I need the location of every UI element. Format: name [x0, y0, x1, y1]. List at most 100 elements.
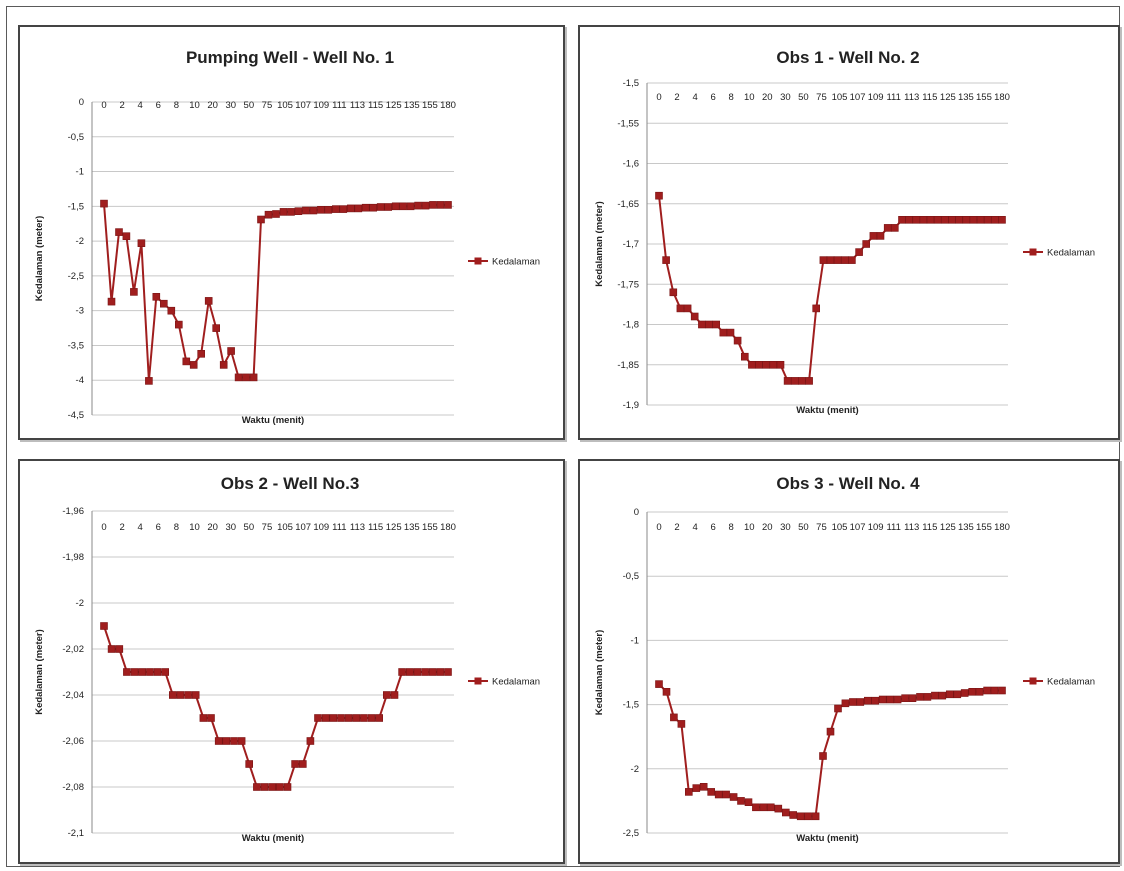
data-point — [138, 668, 146, 676]
data-point — [876, 232, 885, 240]
x-tick-label: 135 — [958, 92, 974, 103]
x-axis-label: Waktu (menit) — [796, 405, 858, 416]
data-point — [214, 737, 223, 745]
y-tick-label: 0 — [79, 97, 84, 108]
chart-title: Obs 2 - Well No.3 — [221, 474, 360, 493]
x-tick-label: 155 — [422, 522, 438, 533]
x-tick-label: 135 — [404, 100, 420, 111]
data-point — [699, 782, 708, 791]
y-tick-label: -1,5 — [623, 700, 639, 711]
data-point — [324, 206, 333, 214]
data-point — [862, 240, 871, 248]
data-point — [748, 360, 756, 369]
data-point — [253, 783, 261, 791]
y-tick-label: -1 — [631, 635, 639, 646]
y-tick-label: -2,5 — [623, 828, 639, 839]
data-point — [804, 812, 812, 821]
data-point — [796, 812, 805, 821]
data-point — [169, 691, 177, 699]
x-tick-label: 105 — [277, 522, 293, 533]
data-point — [744, 798, 753, 807]
data-point — [264, 210, 273, 219]
data-point — [376, 203, 385, 211]
y-tick-label: -2,04 — [62, 690, 84, 701]
data-point — [856, 698, 865, 706]
data-point — [662, 688, 671, 696]
data-point — [237, 737, 246, 745]
data-point — [175, 320, 183, 329]
x-tick-label: 10 — [189, 100, 200, 111]
data-point — [890, 224, 899, 232]
data-point — [685, 788, 693, 796]
x-tick-label: 109 — [868, 92, 884, 103]
data-point — [137, 239, 146, 247]
x-tick-label: 115 — [922, 92, 937, 103]
data-point — [893, 695, 902, 704]
x-tick-label: 135 — [958, 522, 974, 533]
data-point — [933, 216, 942, 224]
data-point — [161, 668, 169, 676]
data-point — [955, 216, 963, 224]
x-tick-label: 30 — [225, 522, 236, 533]
x-axis-label: Waktu (menit) — [242, 833, 304, 844]
data-point — [953, 690, 962, 699]
legend-marker — [1029, 677, 1037, 685]
x-tick-label: 2 — [674, 522, 679, 533]
y-tick-label: -3,5 — [68, 340, 84, 351]
chart-title: Obs 1 - Well No. 2 — [776, 48, 919, 67]
data-point — [339, 205, 348, 213]
data-point — [406, 202, 415, 211]
data-point — [160, 299, 168, 308]
data-point — [849, 698, 857, 706]
data-point — [783, 377, 792, 385]
x-tick-label: 109 — [313, 100, 329, 111]
data-point — [762, 360, 770, 369]
data-point — [298, 760, 307, 768]
chart-4: Obs 3 - Well No. 4 0 -0,5 -1 -1,5 -2 -2,5 0 2 4 6 8… — [594, 474, 1095, 844]
data-point — [294, 207, 303, 215]
data-point — [245, 760, 253, 768]
x-tick-label: 6 — [156, 522, 161, 533]
y-tick-label: -0,5 — [68, 132, 84, 143]
data-point — [919, 216, 928, 224]
data-point — [707, 788, 715, 796]
data-point — [855, 248, 863, 256]
data-point — [199, 714, 208, 722]
data-point — [421, 668, 429, 676]
x-tick-label: 8 — [729, 92, 734, 103]
data-point — [774, 804, 783, 813]
chart-panel-1: Pumping Well - Well No. 1 0 -0,5 -1 -1,5 -2 -2… — [18, 25, 565, 440]
y-tick-label: -1,55 — [617, 118, 639, 129]
x-tick-label: 113 — [904, 522, 919, 533]
data-point — [998, 216, 1006, 224]
data-point — [272, 210, 280, 218]
x-tick-label: 125 — [386, 522, 402, 533]
x-tick-label: 2 — [674, 92, 679, 103]
data-point — [230, 737, 238, 745]
legend-label: Kedalaman — [492, 677, 540, 688]
data-point — [901, 694, 909, 702]
data-point — [398, 668, 406, 676]
x-axis-label: Waktu (menit) — [796, 833, 858, 844]
y-tick-label: -1,5 — [68, 201, 84, 212]
chart-panel-2: Obs 1 - Well No. 2 -1,5 -1,55 -1,6 -1,65 -1,7… — [578, 25, 1120, 440]
data-point — [819, 752, 827, 760]
data-point — [227, 347, 235, 355]
data-point — [413, 668, 422, 676]
data-point — [361, 203, 370, 212]
x-tick-label: 125 — [386, 100, 402, 111]
data-point — [755, 360, 763, 369]
x-tick-label: 115 — [368, 522, 383, 533]
data-point — [670, 713, 678, 722]
y-tick-label: -2 — [76, 598, 84, 609]
data-point — [384, 203, 393, 211]
data-point — [191, 691, 200, 699]
data-point — [390, 691, 399, 699]
y-tick-label: -4 — [76, 375, 84, 386]
y-tick-label: -1,9 — [623, 400, 639, 411]
data-point — [741, 352, 749, 361]
data-point — [275, 783, 284, 791]
data-point — [314, 714, 322, 722]
data-point — [826, 256, 835, 264]
y-tick-label: -4,5 — [68, 410, 84, 421]
